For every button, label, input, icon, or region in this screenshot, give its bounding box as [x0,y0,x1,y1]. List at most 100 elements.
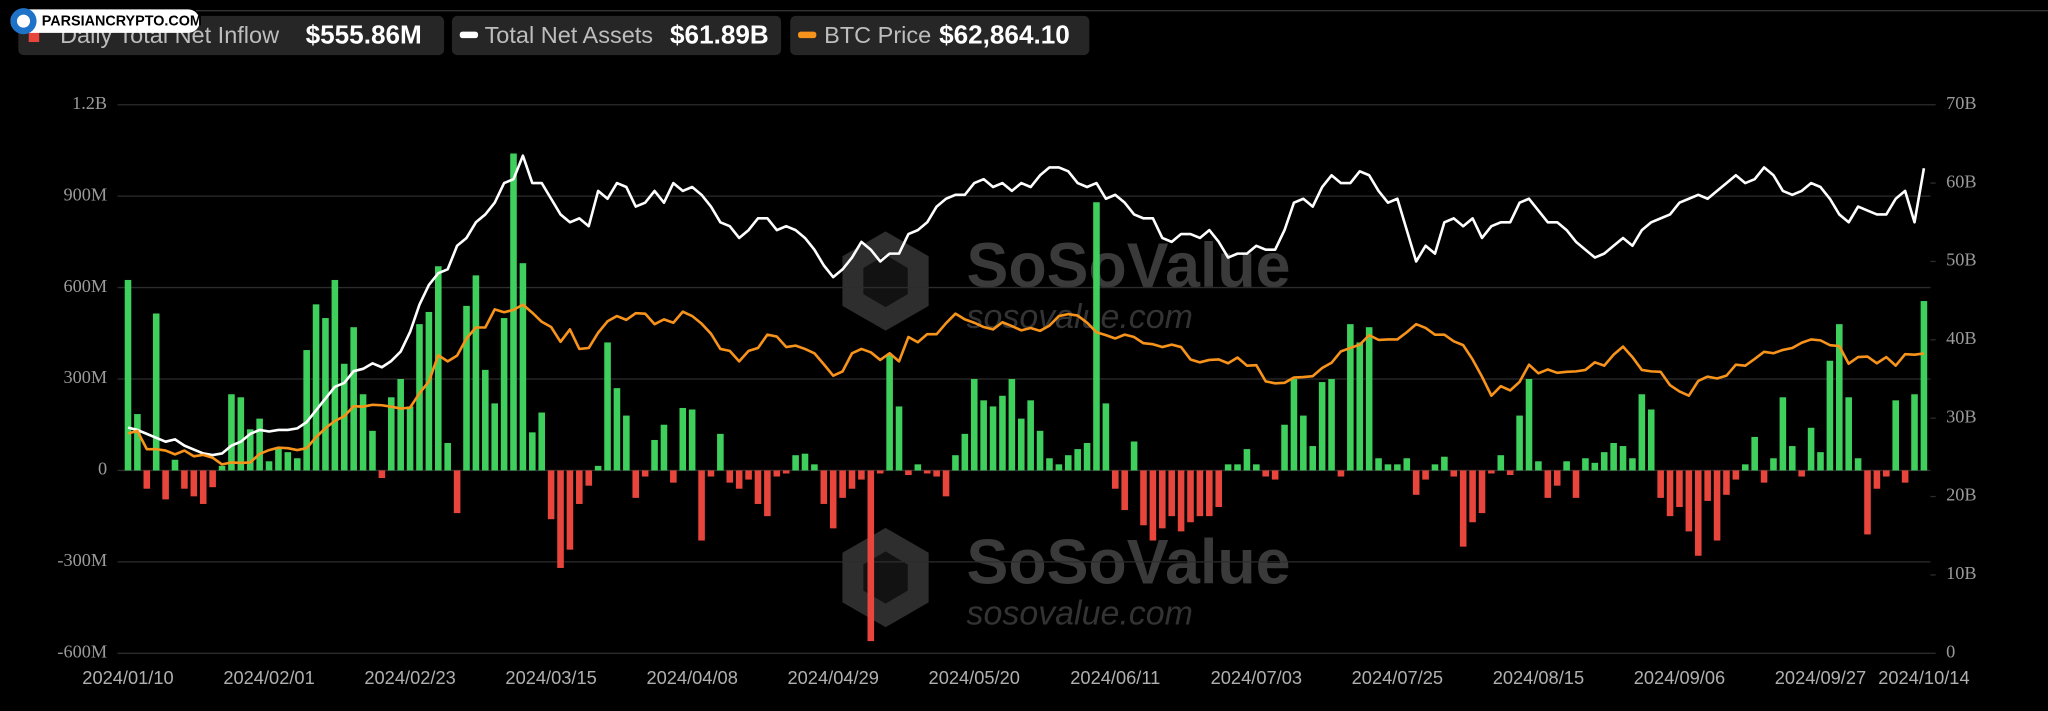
bar [980,400,987,471]
bar [1817,452,1824,471]
bar [1751,436,1758,471]
bar [1074,449,1081,471]
y-tick-label: 1.2B [72,93,107,113]
bar [1506,470,1514,476]
bar [228,394,235,471]
bar [1694,470,1702,556]
bar [1196,470,1204,517]
bar [989,406,997,471]
bar [265,461,273,471]
bar [1046,458,1053,471]
bar [1083,443,1091,471]
bar [764,470,771,517]
bar [839,470,846,498]
bar [491,403,498,471]
bar [387,397,395,471]
legend-item-bg [451,15,782,56]
badge-icon [16,14,31,28]
bar [566,470,574,550]
watermark: SoSoValue sosovalue.com SoSoValue sosova… [842,231,1291,632]
bar [717,433,724,471]
bar [970,379,978,471]
bar [1328,379,1335,471]
bar [1055,464,1063,471]
bar [1290,379,1298,471]
bar [1836,324,1843,471]
bar [1253,464,1260,471]
bar [293,458,301,471]
bar [1243,449,1251,471]
x-tick-label: 2024/04/08 [646,667,737,688]
bar [1384,464,1392,471]
bar [623,415,630,471]
bar [999,395,1006,471]
bar [820,470,828,504]
bar [961,433,969,471]
bar [1140,470,1147,526]
bar [773,470,781,477]
bar [1027,400,1034,471]
bar [895,406,903,471]
bar [1121,470,1128,511]
bar [1732,470,1740,480]
bar [1676,470,1683,508]
bar [1337,470,1345,477]
bar [1582,458,1589,471]
bar [585,470,593,486]
bar [933,470,940,477]
bar [923,470,931,474]
legend-item-bg [790,15,1090,56]
bar [1544,470,1552,498]
bar [519,263,527,471]
bar [1600,452,1608,471]
y-tick-label: -600M [57,641,107,661]
x-tick-label: 2024/07/03 [1211,667,1302,688]
bar [1788,446,1796,471]
legend-value: $62,864.10 [939,20,1070,50]
bar [876,470,884,474]
x-tick-label: 2024/10/14 [1878,667,1969,688]
bar [246,429,254,471]
bar [952,455,959,471]
bar [1892,400,1900,471]
bar [434,266,442,471]
y2-tick-label: 10B [1946,563,1976,583]
legend-value: $555.86M [306,20,422,50]
bar [322,318,329,471]
bar [218,465,226,471]
bar [397,379,404,471]
y2-tick-label: 30B [1946,406,1976,426]
bar [1234,464,1241,471]
bar [152,313,160,471]
x-tick-label: 2024/09/06 [1634,667,1725,688]
bar [1271,470,1279,480]
bar [1873,470,1881,489]
bar [1883,470,1890,477]
x-tick-label: 2024/04/29 [787,667,878,688]
bar [275,447,282,471]
bar [1111,470,1119,489]
bar [632,470,640,498]
bar [1309,446,1317,471]
x-tick-label: 2024/09/27 [1775,667,1866,688]
bar [1168,470,1175,517]
x-tick-label: 2024/01/10 [82,667,173,688]
bar [1553,470,1561,486]
y-tick-label: 600M [63,276,107,296]
bar [848,470,856,489]
bar [1638,394,1646,471]
watermark-icon [842,527,929,628]
bar [425,311,433,471]
x-tick-label: 2024/02/01 [223,667,314,688]
bar [510,153,517,471]
bar [1281,424,1288,471]
bar [1901,470,1909,483]
bar [1262,470,1270,477]
legend-label: Total Net Assets [485,22,653,48]
bar [1629,458,1636,471]
bar [1497,455,1505,471]
bar [576,470,583,504]
bar [1177,470,1185,532]
bar [1525,379,1533,471]
